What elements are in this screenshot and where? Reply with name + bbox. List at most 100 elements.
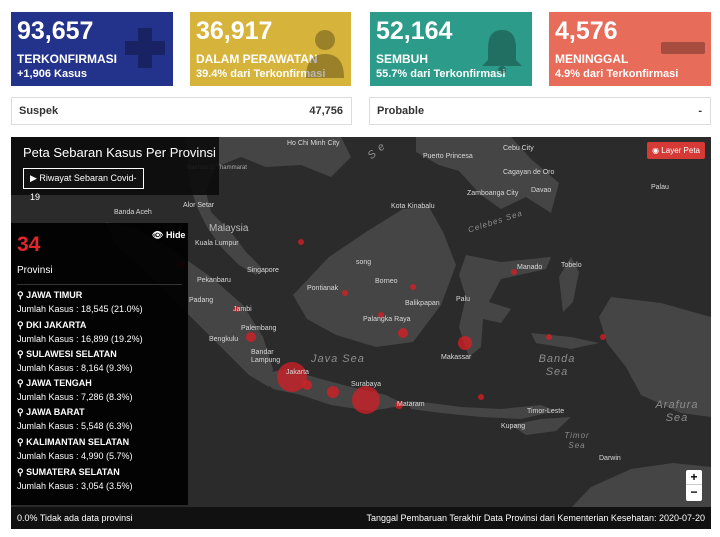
landmass-nusa-tenggara: [409, 401, 556, 419]
play-icon: ▶: [30, 173, 40, 183]
bubble-kalimantan-barat[interactable]: [342, 290, 348, 296]
plus-icon: [125, 28, 165, 68]
history-button[interactable]: ▶ Riwayat Sebaran Covid-19: [23, 168, 144, 202]
label-borneo: Borneo: [375, 278, 398, 285]
province-item[interactable]: ⚲ KALIMANTAN SELATAN Jumlah Kasus : 4,99…: [17, 437, 133, 461]
province-cases: Jumlah Kasus : 18,545 (21.0%): [17, 304, 143, 314]
confirmed-number: 93,657: [17, 17, 94, 45]
landmass-sulawesi: [459, 255, 551, 357]
province-item[interactable]: ⚲ JAWA BARAT Jumlah Kasus : 5,548 (6.3%): [17, 407, 133, 431]
suspek-value: 47,756: [309, 105, 343, 117]
treated-card: 36,917 DALAM PERAWATAN 39.4% dari Terkon…: [190, 12, 351, 86]
treated-label: DALAM PERAWATAN: [196, 52, 318, 66]
map-panel[interactable]: Ho Chi Minh City Nakhon Si Thammarat Ban…: [11, 137, 711, 529]
label-darwin: Darwin: [599, 455, 621, 462]
label-timor-leste: Timor-Leste: [527, 408, 565, 415]
label-timor-sea: Timor Sea: [564, 431, 590, 450]
province-panel[interactable]: 34 Provinsi 👁 Hide ⚲ JAWA TIMUR Jumlah K…: [11, 223, 188, 505]
map-title: Peta Sebaran Kasus Per Provinsi: [23, 145, 216, 160]
bubble-papua-barat[interactable]: [600, 334, 606, 340]
label-ho-chi-minh: Ho Chi Minh City: [287, 140, 340, 147]
pin-icon: ⚲: [17, 290, 27, 300]
footer-update-date: Tanggal Pembaruan Terakhir Data Provinsi…: [366, 513, 705, 523]
bubble-sumatera-selatan[interactable]: [246, 332, 256, 342]
eye-icon: 👁: [152, 230, 166, 240]
bubble-maluku[interactable]: [546, 334, 552, 340]
province-name: JAWA BARAT: [26, 407, 85, 417]
bell-icon: [482, 30, 522, 74]
layer-button-label: Layer Peta: [661, 146, 700, 155]
bubble-ntt[interactable]: [478, 394, 484, 400]
death-card: 4,576 MENINGGAL 4.9% dari Terkonfirmasi: [549, 12, 711, 86]
divider: [17, 284, 182, 285]
pin-icon: ⚲: [17, 349, 27, 359]
landmass-philippines: [416, 137, 559, 213]
label-palau: Palau: [651, 184, 669, 191]
map-title-box: Peta Sebaran Kasus Per Provinsi ▶ Riwaya…: [11, 137, 219, 202]
province-count: 34: [17, 233, 41, 256]
label-cagayan: Cagayan de Oro: [503, 169, 555, 176]
label-pontianak: Pontianak: [307, 285, 339, 292]
label-kupang: Kupang: [501, 423, 526, 430]
label-banda-aceh: Banda Aceh: [114, 209, 152, 216]
label-palu: Palu: [456, 296, 471, 303]
map-footer: 0.0% Tidak ada data provinsi Tanggal Pem…: [11, 507, 711, 529]
label-java-sea: Java Sea: [311, 353, 365, 365]
confirmed-label: TERKONFIRMASI: [17, 52, 117, 66]
province-cases: Jumlah Kasus : 4,990 (5.7%): [17, 451, 133, 461]
suspek-label: Suspek: [19, 105, 59, 117]
zoom-out-button[interactable]: −: [690, 485, 698, 499]
bubble-sulawesi-selatan[interactable]: [458, 336, 472, 350]
label-banda-sea: Banda Sea: [538, 353, 576, 378]
bubble-dki-jakarta[interactable]: [277, 362, 307, 392]
hide-button[interactable]: 👁 Hide: [152, 230, 185, 241]
suspek-box: Suspek 47,756: [11, 97, 352, 125]
province-cases: Jumlah Kasus : 3,054 (3.5%): [17, 481, 133, 491]
province-cases: Jumlah Kasus : 7,286 (8.3%): [17, 392, 133, 402]
layer-button[interactable]: ◉ Layer Peta: [647, 142, 705, 159]
bubble-kalimantan-tengah[interactable]: [378, 312, 384, 318]
label-makassar: Makassar: [441, 354, 472, 361]
label-palembang: Palembang: [241, 325, 277, 332]
probable-value: -: [698, 105, 702, 117]
label-manado: Manado: [517, 264, 543, 271]
province-name: SULAWESI SELATAN: [26, 349, 117, 359]
province-item[interactable]: ⚲ SUMATERA SELATAN Jumlah Kasus : 3,054 …: [17, 467, 133, 491]
treated-number: 36,917: [196, 17, 273, 45]
province-item[interactable]: ⚲ JAWA TENGAH Jumlah Kasus : 7,286 (8.3%…: [17, 378, 133, 402]
recovered-sub: 55.7% dari Terkonfirmasi: [376, 68, 506, 80]
label-puerto-princesa: Puerto Princesa: [423, 153, 473, 160]
label-padang: Padang: [189, 297, 214, 304]
death-number: 4,576: [555, 17, 618, 45]
province-item[interactable]: ⚲ JAWA TIMUR Jumlah Kasus : 18,545 (21.0…: [17, 290, 143, 314]
bubble-kalimantan-timur[interactable]: [410, 284, 416, 290]
landmass-papua: [599, 297, 711, 417]
bubble-jawa-timur[interactable]: [352, 386, 380, 414]
bubble-kota-kinabalu[interactable]: [298, 239, 304, 245]
label-singapore: Singapore: [247, 267, 279, 274]
bubble-sulawesi-utara[interactable]: [511, 269, 517, 275]
province-cases: Jumlah Kasus : 5,548 (6.3%): [17, 421, 133, 431]
footer-legend: 0.0% Tidak ada data provinsi: [17, 513, 133, 523]
label-kota-kinabalu: Kota Kinabalu: [391, 203, 435, 210]
history-button-label: Riwayat Sebaran Covid-19: [30, 173, 137, 202]
bubble-jawa-tengah[interactable]: [327, 386, 339, 398]
province-item[interactable]: ⚲ DKI JAKARTA Jumlah Kasus : 16,899 (19.…: [17, 320, 143, 344]
label-pekanbaru: Pekanbaru: [197, 277, 231, 284]
province-item[interactable]: ⚲ SULAWESI SELATAN Jumlah Kasus : 8,164 …: [17, 349, 133, 373]
death-sub: 4.9% dari Terkonfirmasi: [555, 68, 679, 80]
bubble-mataram[interactable]: [395, 401, 403, 409]
bubble-kalimantan-selatan[interactable]: [398, 328, 408, 338]
province-cases: Jumlah Kasus : 16,899 (19.2%): [17, 334, 143, 344]
patient-icon: [306, 30, 344, 78]
bubble-jambi[interactable]: [234, 306, 240, 312]
label-malaysia: Malaysia: [209, 223, 249, 234]
label-alor-setar: Alor Setar: [183, 202, 215, 209]
probable-label: Probable: [377, 105, 425, 117]
label-kuala-lumpur: Kuala Lumpur: [195, 240, 239, 247]
zoom-control: + −: [686, 470, 702, 501]
bubble-jawa-barat[interactable]: [302, 380, 312, 390]
landmass-halmahera: [559, 257, 579, 312]
label-jakarta: Jakarta: [286, 369, 309, 376]
zoom-in-button[interactable]: +: [686, 470, 702, 485]
